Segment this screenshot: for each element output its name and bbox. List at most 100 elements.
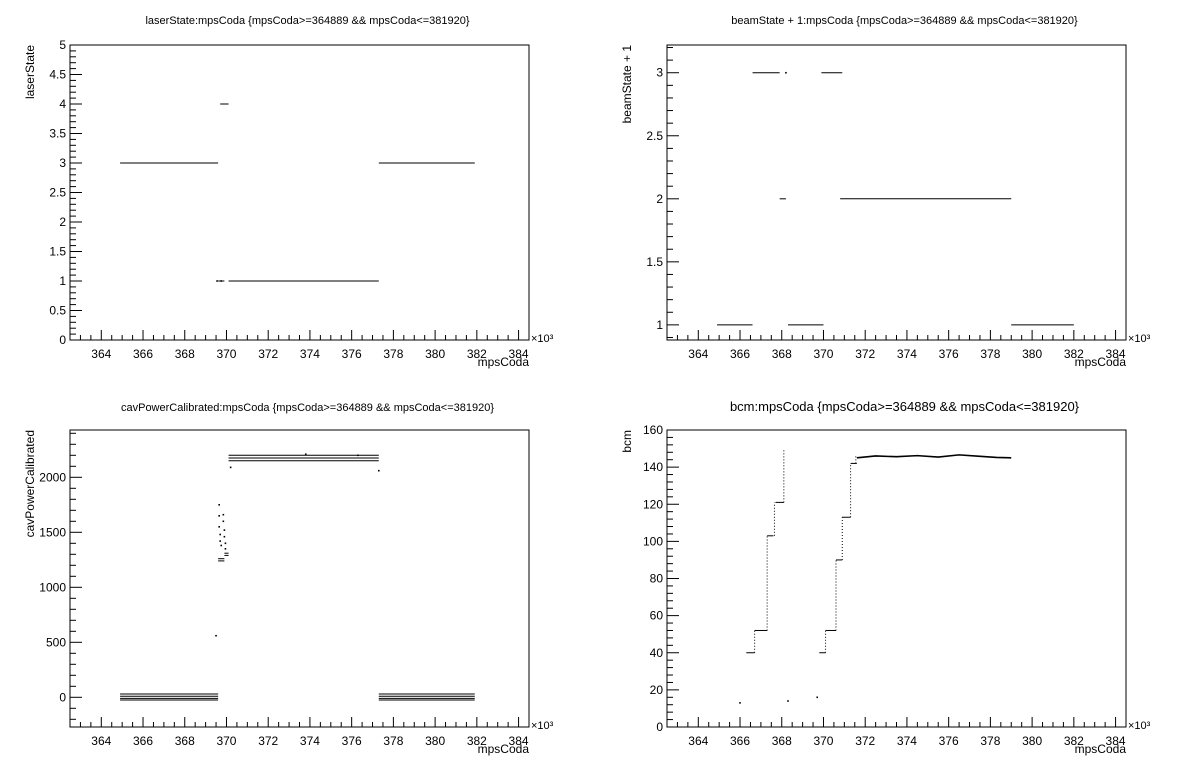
x-tick-label: 372 [258, 734, 278, 748]
x-tick-label: 384 [1106, 734, 1126, 748]
y-tick-label: 1.5 [646, 255, 663, 269]
x-tick-label: 382 [1064, 347, 1084, 361]
x-multiplier-label: ×10³ [531, 333, 554, 345]
y-tick-label: 2000 [39, 470, 66, 484]
chart-panel-4: bcm:mpsCoda {mpsCoda>=364889 && mpsCoda<… [620, 399, 1151, 756]
chart-title: bcm:mpsCoda {mpsCoda>=364889 && mpsCoda<… [730, 399, 1080, 414]
x-multiplier-label: ×10³ [1128, 720, 1151, 732]
data-point [222, 513, 225, 516]
data-point [222, 520, 225, 523]
y-tick-label: 0 [656, 720, 663, 734]
y-tick-label: 140 [643, 460, 663, 474]
y-tick-label: 500 [46, 635, 66, 649]
x-tick-label: 376 [939, 347, 959, 361]
data-plateau [856, 454, 1012, 459]
y-tick-label: 2 [656, 192, 663, 206]
y-tick-label: 100 [643, 534, 663, 548]
x-tick-label: 372 [855, 347, 875, 361]
data-point [219, 540, 222, 542]
x-tick-label: 366 [133, 347, 153, 361]
y-tick-label: 1000 [39, 580, 66, 594]
plot-frame [666, 429, 1127, 728]
x-multiplier-label: ×10³ [531, 720, 554, 732]
x-tick-label: 380 [1022, 347, 1042, 361]
x-tick-label: 378 [383, 347, 403, 361]
y-tick-label: 0 [59, 333, 66, 347]
plot-frame [69, 44, 530, 341]
data-point [218, 504, 220, 506]
x-tick-label: 374 [300, 734, 320, 748]
data-point [224, 548, 227, 550]
y-tick-label: 80 [650, 572, 664, 586]
data-point [816, 696, 819, 699]
data-point [229, 466, 232, 469]
y-tick-label: 40 [650, 646, 664, 660]
x-tick-label: 364 [688, 347, 708, 361]
y-tick-label: 4 [59, 97, 66, 111]
chart-panel-1: laserState:mpsCoda {mpsCoda>=364889 && m… [23, 15, 554, 369]
y-tick-label: 20 [650, 683, 664, 697]
y-tick-label: 2.5 [646, 129, 663, 143]
x-tick-label: 364 [688, 734, 708, 748]
y-tick-label: 1 [656, 318, 663, 332]
chart-panel-3: cavPowerCalibrated:mpsCoda {mpsCoda>=364… [23, 402, 554, 756]
y-tick-label: 0 [59, 690, 66, 704]
data-point [739, 702, 741, 704]
data-point [223, 529, 226, 531]
y-tick-label: 2 [59, 215, 66, 229]
y-tick-label: 3.5 [49, 127, 66, 141]
x-tick-label: 378 [980, 347, 1000, 361]
x-axis-label: mpsCoda [1075, 742, 1127, 756]
y-tick-label: 5 [59, 38, 66, 52]
data-point [215, 634, 217, 637]
y-axis-label: beamState + 1 [620, 45, 634, 124]
x-axis-label: mpsCoda [478, 742, 530, 756]
data-point [216, 280, 218, 282]
y-tick-label: 2.5 [49, 186, 66, 200]
data-point [377, 469, 380, 472]
x-tick-label: 376 [342, 347, 362, 361]
y-tick-label: 3 [59, 156, 66, 170]
data-point [219, 533, 222, 536]
y-axis-label: laserState [23, 45, 37, 99]
data-point [224, 542, 227, 545]
x-tick-label: 384 [509, 347, 529, 361]
x-axis-label: mpsCoda [478, 355, 530, 369]
y-tick-label: 1 [59, 274, 66, 288]
x-tick-label: 376 [939, 734, 959, 748]
x-tick-label: 372 [258, 347, 278, 361]
y-tick-label: 1.5 [49, 245, 66, 259]
y-axis-label: bcm [620, 430, 634, 453]
x-tick-label: 368 [175, 734, 195, 748]
data-point [220, 280, 223, 282]
data-point [223, 535, 226, 538]
x-axis-label: mpsCoda [1075, 355, 1127, 369]
data-point [785, 71, 787, 74]
x-tick-label: 384 [509, 734, 529, 748]
x-tick-label: 366 [133, 734, 153, 748]
x-tick-label: 366 [730, 347, 750, 361]
x-multiplier-label: ×10³ [1128, 333, 1151, 345]
x-tick-label: 368 [772, 734, 792, 748]
x-tick-label: 374 [897, 734, 917, 748]
y-tick-label: 120 [643, 497, 663, 511]
data-point [218, 526, 220, 528]
x-tick-label: 384 [1106, 347, 1126, 361]
x-tick-label: 378 [980, 734, 1000, 748]
x-tick-label: 382 [467, 347, 487, 361]
x-tick-label: 378 [383, 734, 403, 748]
data-point [357, 454, 359, 457]
y-tick-label: 60 [650, 609, 664, 623]
x-tick-label: 382 [467, 734, 487, 748]
chart-title: laserState:mpsCoda {mpsCoda>=364889 && m… [145, 15, 469, 27]
x-tick-label: 372 [855, 734, 875, 748]
y-tick-label: 3 [656, 66, 663, 80]
x-tick-label: 368 [175, 347, 195, 361]
plot-frame [69, 429, 530, 728]
x-tick-label: 370 [813, 734, 833, 748]
x-tick-label: 374 [897, 347, 917, 361]
x-tick-label: 368 [772, 347, 792, 361]
x-tick-label: 370 [216, 734, 236, 748]
x-tick-label: 370 [216, 347, 236, 361]
